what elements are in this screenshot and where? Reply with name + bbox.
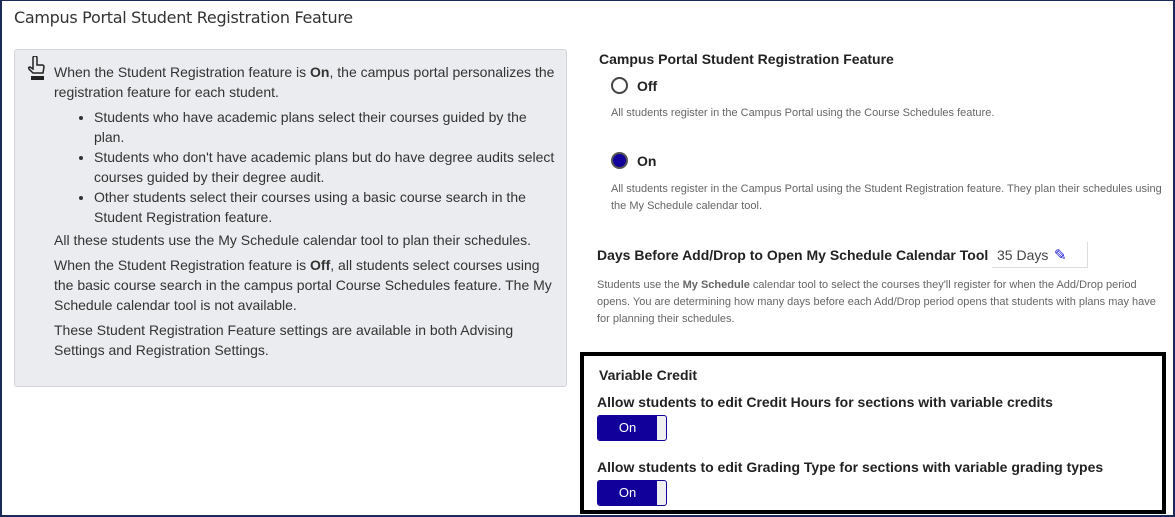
grading-type-label: Allow students to edit Grading Type for … [597, 459, 1104, 475]
info-on-paragraph: When the Student Registration feature is… [54, 64, 555, 100]
days-field[interactable]: 35 Days ✎ [992, 242, 1088, 268]
list-item: Students who have academic plans select … [94, 107, 559, 147]
info-paragraph: These Student Registration Feature setti… [54, 322, 514, 358]
variable-credit-heading: Variable Credit [599, 367, 698, 383]
feature-heading: Campus Portal Student Registration Featu… [599, 51, 894, 67]
radio-circle[interactable] [611, 77, 628, 94]
days-label: Days Before Add/Drop to Open My Schedule… [597, 247, 989, 263]
info-paragraph: All these students use the My Schedule c… [54, 232, 532, 248]
grading-type-toggle[interactable]: On [597, 480, 667, 506]
days-description: Students use the My Schedule calendar to… [597, 279, 1156, 325]
info-off-paragraph: When the Student Registration feature is… [54, 257, 552, 313]
credit-hours-toggle[interactable]: On [597, 415, 667, 441]
info-list: Students who have academic plans select … [94, 107, 559, 227]
radio-circle-selected[interactable] [611, 152, 628, 169]
pointing-hand-icon [27, 56, 45, 80]
radio-on[interactable]: On [611, 152, 656, 169]
radio-off[interactable]: Off [611, 77, 657, 94]
variable-credit-section: Variable Credit Allow students to edit C… [580, 352, 1166, 514]
page-title: Campus Portal Student Registration Featu… [14, 8, 353, 27]
credit-hours-label: Allow students to edit Credit Hours for … [597, 394, 1053, 410]
list-item: Students who don't have academic plans b… [94, 147, 559, 187]
pencil-edit-icon[interactable]: ✎ [1054, 247, 1067, 264]
list-item: Other students select their courses usin… [94, 187, 559, 227]
on-description: All students register in the Campus Port… [611, 183, 1162, 212]
off-description: All students register in the Campus Port… [611, 107, 995, 119]
info-panel: When the Student Registration feature is… [14, 49, 567, 387]
